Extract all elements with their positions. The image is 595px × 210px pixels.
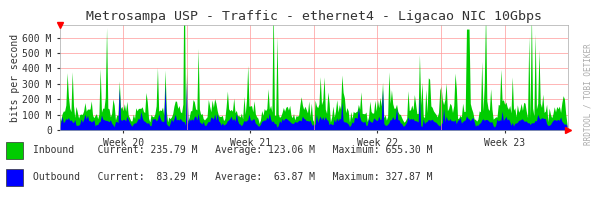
Text: RRDTOOL / TOBI OETIKER: RRDTOOL / TOBI OETIKER (583, 44, 592, 145)
Title: Metrosampa USP - Traffic - ethernet4 - Ligacao NIC 10Gbps: Metrosampa USP - Traffic - ethernet4 - L… (86, 10, 542, 23)
Text: Outbound   Current:  83.29 M   Average:  63.87 M   Maximum: 327.87 M: Outbound Current: 83.29 M Average: 63.87… (33, 172, 432, 182)
Y-axis label: bits per second: bits per second (10, 34, 20, 122)
Text: Inbound    Current: 235.79 M   Average: 123.06 M   Maximum: 655.30 M: Inbound Current: 235.79 M Average: 123.0… (33, 145, 432, 155)
